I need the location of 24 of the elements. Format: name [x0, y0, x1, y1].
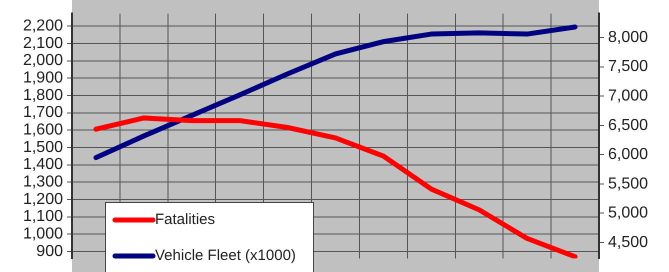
legend-label: Fatalities	[155, 211, 216, 228]
y2-tick-label: 7,000	[608, 88, 648, 105]
y-tick-label: 1,600	[22, 122, 64, 139]
y-tick-label: 2,100	[22, 34, 64, 52]
y-tick-label: 2,000	[22, 52, 64, 70]
y2-tick-label: 5,500	[608, 175, 648, 192]
y-tick-label: 1,400	[22, 156, 64, 174]
y-tick-label: 1,900	[22, 70, 64, 86]
y2-tick-label: 7,500	[608, 58, 648, 76]
y-tick-label: 900	[36, 242, 64, 260]
y-tick-label: 1,800	[22, 86, 64, 104]
y-tick-label: 1,500	[22, 138, 64, 156]
y2-tick-label: 4,500	[608, 234, 648, 251]
y-tick-label: 1,000	[22, 226, 64, 243]
y2-tick-label: 5,000	[608, 204, 648, 222]
y2-tick-label: 8,000	[608, 28, 648, 46]
y-tick-label: 2,200	[22, 17, 64, 34]
y-tick-label: 1,300	[22, 174, 64, 191]
y-tick-label: 1,100	[22, 208, 64, 226]
y-tick-label: 1,200	[22, 190, 64, 208]
y2-tick-label: 6,000	[608, 146, 648, 164]
legend-label: Vehicle Fleet (x1000)	[155, 247, 296, 264]
y-tick-label: 1,700	[22, 104, 64, 122]
y2-tick-label: 6,500	[608, 116, 648, 134]
